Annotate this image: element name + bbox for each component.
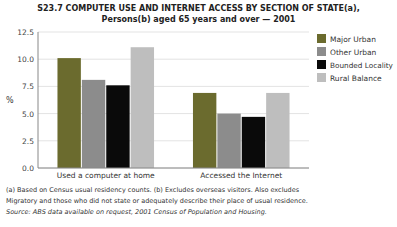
bar xyxy=(242,117,265,168)
source: Source: ABS data available on request, 2… xyxy=(6,208,267,216)
y-axis-line xyxy=(38,32,39,168)
legend-swatch xyxy=(317,34,326,43)
bar xyxy=(131,47,154,168)
y-tick-label: 12.5 xyxy=(17,28,34,37)
bar xyxy=(266,93,289,168)
footnote: Migratory and those who did not state or… xyxy=(6,197,308,205)
legend-label: Bounded Locality xyxy=(330,61,394,70)
legend-swatch xyxy=(317,60,326,69)
y-tick-label: 0.0 xyxy=(22,164,34,173)
legend: Major Urban Other Urban Bounded Locality Ru… xyxy=(317,34,394,83)
bars xyxy=(57,47,289,168)
y-axis: 0.0 2.5 5.0 7.5 10.0 12.5 xyxy=(17,28,309,173)
subtitle: Persons(b) aged 65 years and over — 2001 xyxy=(102,15,296,24)
legend-swatch xyxy=(317,73,326,82)
footnote: (a) Based on Census usual residency coun… xyxy=(6,186,300,194)
legend-swatch xyxy=(317,47,326,56)
bar xyxy=(57,58,80,168)
bar xyxy=(193,93,216,168)
legend-label: Major Urban xyxy=(330,35,376,44)
legend-label: Rural Balance xyxy=(330,74,382,83)
chart: S23.7 COMPUTER USE AND INTERNET ACCESS B… xyxy=(0,0,397,227)
y-tick-label: 2.5 xyxy=(22,137,34,146)
grid-line xyxy=(38,168,309,169)
y-tick-label: 10.0 xyxy=(17,55,34,64)
bar xyxy=(106,85,129,168)
y-axis-label: % xyxy=(6,96,14,105)
grid-line xyxy=(38,32,309,33)
x-tick-label: Used a computer at home xyxy=(57,171,155,180)
legend-label: Other Urban xyxy=(330,48,377,57)
x-tick-label: Accessed the Internet xyxy=(200,171,282,180)
bar xyxy=(82,80,105,168)
bar xyxy=(217,114,240,168)
y-tick-label: 7.5 xyxy=(22,82,34,91)
title: S23.7 COMPUTER USE AND INTERNET ACCESS B… xyxy=(37,4,359,13)
x-axis-line xyxy=(38,168,309,169)
y-tick-label: 5.0 xyxy=(22,110,34,119)
